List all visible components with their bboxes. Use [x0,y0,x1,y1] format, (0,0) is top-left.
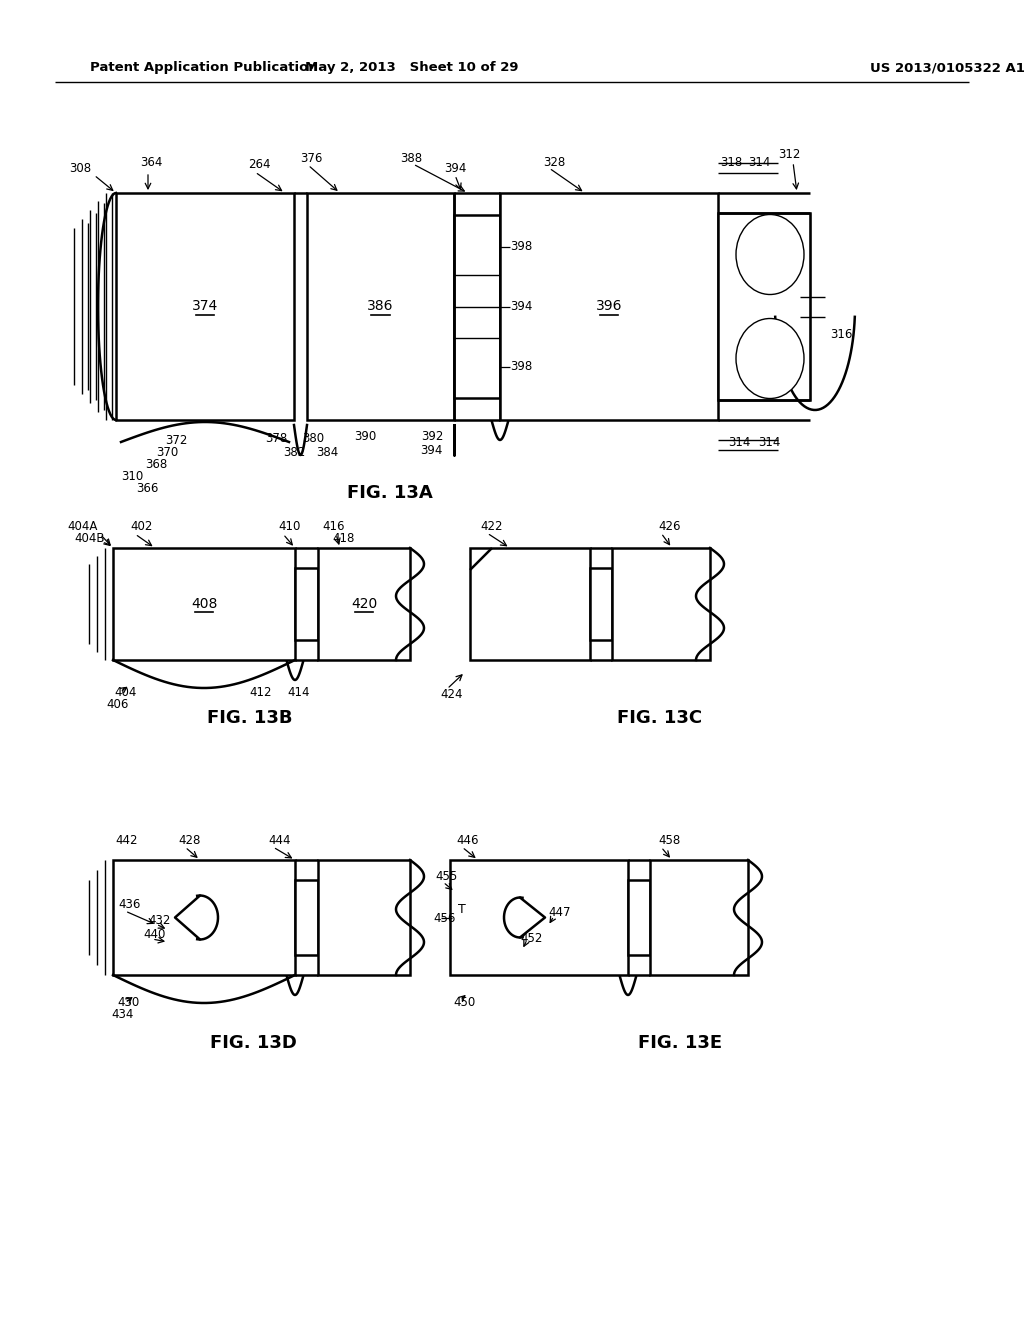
Text: 414: 414 [287,686,309,700]
Text: 394: 394 [420,445,442,458]
Bar [718,213,810,400]
Text: 310: 310 [121,470,143,483]
Text: US 2013/0105322 A1: US 2013/0105322 A1 [870,62,1024,74]
Text: 428: 428 [178,833,201,846]
Bar [116,193,294,420]
Text: 410: 410 [278,520,300,533]
Text: 394: 394 [444,161,466,174]
Bar [113,861,295,975]
Bar [318,861,410,975]
Text: 312: 312 [778,149,801,161]
Bar [450,861,628,975]
Bar [470,548,590,660]
Text: 388: 388 [400,152,422,165]
Text: 418: 418 [332,532,354,544]
Bar [295,880,318,954]
Text: 447: 447 [548,906,570,919]
Text: 452: 452 [520,932,543,945]
Text: FIG. 13A: FIG. 13A [347,484,433,502]
Text: 308: 308 [69,161,91,174]
Text: 416: 416 [322,520,344,533]
Bar [500,193,718,420]
Text: 420: 420 [351,597,377,611]
Text: 404B: 404B [75,532,105,544]
Text: 432: 432 [148,913,170,927]
Text: 264: 264 [248,158,270,172]
Text: 396: 396 [596,300,623,314]
Text: 426: 426 [658,520,681,533]
Text: FIG. 13B: FIG. 13B [207,709,293,727]
Ellipse shape [736,214,804,294]
Text: 384: 384 [316,446,338,458]
Text: 436: 436 [118,899,140,912]
Bar [307,193,454,420]
Bar [295,568,318,640]
Text: 394: 394 [510,300,532,313]
Text: 364: 364 [140,156,163,169]
Bar [612,548,710,660]
Bar [650,861,748,975]
Text: 314: 314 [758,437,780,450]
Text: 398: 398 [510,360,532,374]
Text: 458: 458 [658,833,680,846]
Text: 406: 406 [106,698,128,711]
Text: 316: 316 [830,329,852,342]
Text: 380: 380 [302,432,325,445]
Text: 382: 382 [283,446,305,458]
Text: T: T [458,903,466,916]
Text: 374: 374 [191,300,218,314]
Text: 446: 446 [456,833,478,846]
Text: 440: 440 [143,928,165,941]
Bar [113,548,295,660]
Text: 372: 372 [165,433,187,446]
Text: 392: 392 [421,430,443,444]
Text: FIG. 13C: FIG. 13C [617,709,702,727]
Text: 430: 430 [117,997,139,1010]
Text: 412: 412 [250,686,272,700]
Text: 455: 455 [435,870,458,883]
Text: 456: 456 [433,912,456,924]
Text: 408: 408 [190,597,217,611]
Text: 370: 370 [156,446,178,458]
Text: Patent Application Publication: Patent Application Publication [90,62,317,74]
Text: 314: 314 [728,437,751,450]
Text: 404: 404 [114,686,136,700]
Text: 434: 434 [111,1008,133,1022]
Text: 386: 386 [368,300,394,314]
Text: 314: 314 [748,156,770,169]
Text: FIG. 13E: FIG. 13E [638,1034,722,1052]
Text: 318: 318 [720,156,742,169]
Text: May 2, 2013   Sheet 10 of 29: May 2, 2013 Sheet 10 of 29 [305,62,519,74]
Text: FIG. 13D: FIG. 13D [210,1034,296,1052]
Text: 378: 378 [265,432,288,445]
Text: 424: 424 [440,689,463,701]
Ellipse shape [736,318,804,399]
Text: 328: 328 [543,156,565,169]
Text: 422: 422 [480,520,503,533]
Bar [318,548,410,660]
Bar [454,215,500,399]
Text: 444: 444 [268,833,291,846]
Bar [590,568,612,640]
Text: 450: 450 [453,997,475,1010]
Text: 442: 442 [115,833,137,846]
Text: 404A: 404A [68,520,98,533]
Text: 402: 402 [130,520,153,533]
Text: 368: 368 [145,458,167,470]
Text: 366: 366 [136,483,159,495]
Bar [628,880,650,954]
Text: 398: 398 [510,240,532,253]
Text: 390: 390 [353,430,376,444]
Text: 376: 376 [300,152,323,165]
